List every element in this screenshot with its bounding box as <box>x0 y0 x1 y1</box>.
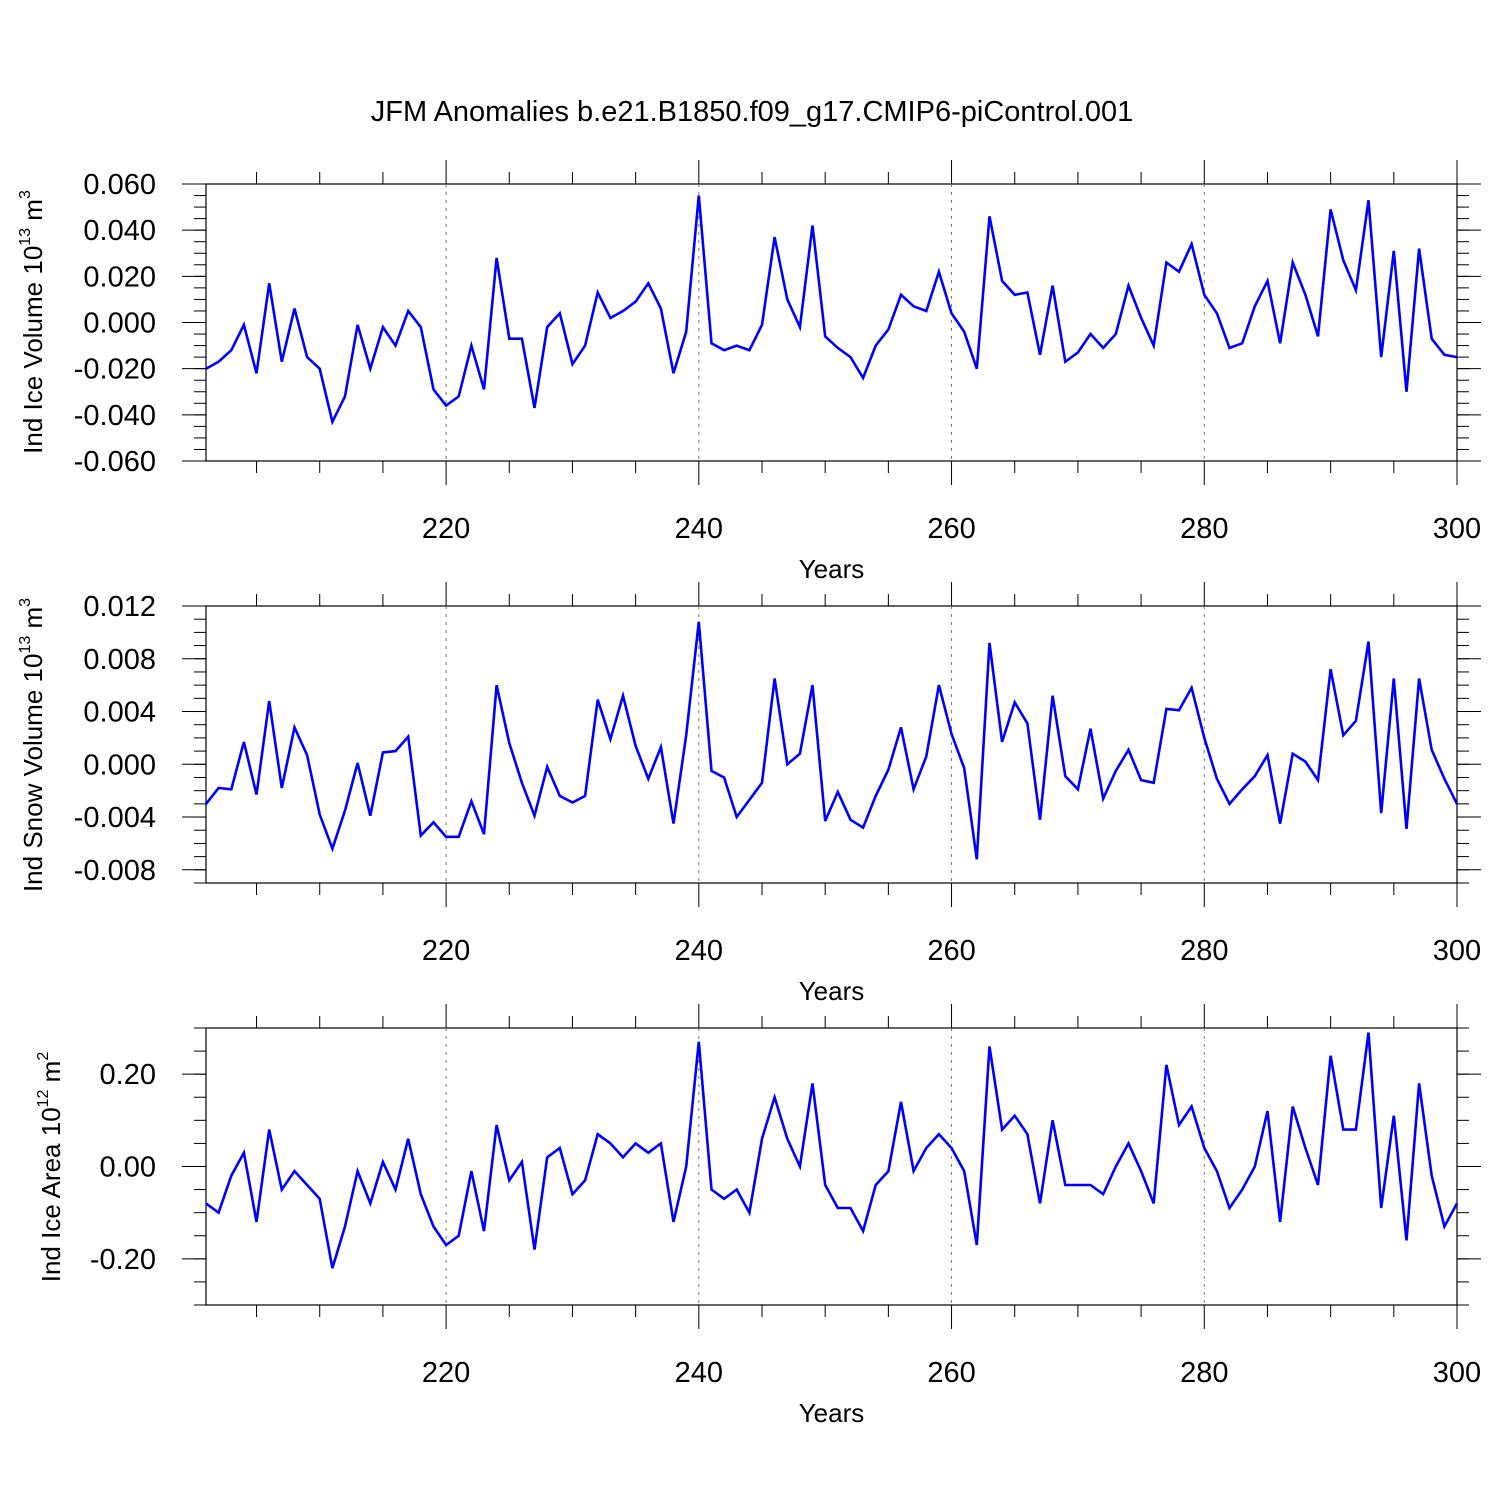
snow-volume-y-tick-label: 0.008 <box>83 644 156 676</box>
ice-volume-x-tick-label: 220 <box>422 513 470 545</box>
ice-volume-y-axis-label: Ind Ice Volume 1013 m3 <box>17 190 48 454</box>
ice-volume-y-tick-label: -0.060 <box>74 446 156 478</box>
figure-title: JFM Anomalies b.e21.B1850.f09_g17.CMIP6-… <box>371 96 1134 128</box>
snow-volume-y-axis-label: Ind Snow Volume 1013 m3 <box>17 598 48 892</box>
ice-area-y-tick-label: 0.00 <box>100 1152 156 1184</box>
ice-volume-y-tick-label: 0.060 <box>83 169 156 201</box>
snow-volume-y-tick-label: -0.004 <box>74 802 156 834</box>
ice-volume-x-tick-label: 240 <box>675 513 723 545</box>
snow-volume-x-tick-label: 240 <box>675 935 723 967</box>
ice-volume-x-tick-label: 300 <box>1433 513 1481 545</box>
ice-volume-frame <box>205 183 1458 462</box>
snow-volume-x-axis-label: Years <box>799 976 865 1006</box>
ice-volume-y-tick-label: -0.040 <box>74 400 156 432</box>
snow-volume-x-tick-label: 260 <box>927 935 975 967</box>
ice-volume-x-tick-label: 260 <box>927 513 975 545</box>
ice-area-x-tick-label: 280 <box>1180 1357 1228 1389</box>
ice-area-y-tick-label: 0.20 <box>100 1059 156 1091</box>
snow-volume-panel: 220 240 260 280 300 -0.008 -0.004 0.000 0.004 0.0… <box>17 582 1481 1006</box>
snow-volume-frame <box>205 605 1458 884</box>
snow-volume-y-tick-label: 0.000 <box>83 749 156 781</box>
ice-volume-x-axis-label: Years <box>799 554 865 584</box>
ice-volume-series-line <box>205 195 1458 426</box>
ice-volume-y-tick-label: 0.020 <box>83 261 156 293</box>
snow-volume-series-line <box>204 621 1459 860</box>
snow-volume-y-tick-label: 0.004 <box>83 697 156 729</box>
ice-area-panel: 220 240 260 280 300 -0.20 0.00 0.20 Years Ind Ice… <box>35 1004 1481 1428</box>
ice-area-x-tick-label: 220 <box>422 1357 470 1389</box>
ice-area-y-tick-label: -0.20 <box>90 1244 156 1276</box>
ice-area-series-line <box>205 1032 1459 1269</box>
ice-area-y-axis-label: Ind Ice Area 1012 m2 <box>35 1052 66 1283</box>
ice-area-frame <box>205 1027 1458 1306</box>
ice-volume-x-tick-label: 280 <box>1180 513 1228 545</box>
snow-volume-x-tick-label: 280 <box>1180 935 1228 967</box>
ice-area-x-axis-label: Years <box>799 1398 865 1428</box>
ice-volume-y-tick-label: 0.040 <box>83 215 156 247</box>
ice-volume-y-tick-label: 0.000 <box>83 308 156 340</box>
ice-area-x-tick-label: 240 <box>675 1357 723 1389</box>
snow-volume-x-tick-label: 300 <box>1433 935 1481 967</box>
ice-volume-y-tick-label: -0.020 <box>74 354 156 386</box>
ice-area-x-tick-label: 300 <box>1433 1357 1481 1389</box>
snow-volume-y-tick-label: -0.008 <box>74 855 156 887</box>
snow-volume-x-tick-label: 220 <box>422 935 470 967</box>
ice-volume-panel: 220 240 260 280 300 -0.060 -0.040 -0.020 0.000 0.… <box>17 160 1481 584</box>
snow-volume-y-tick-label: 0.012 <box>83 591 156 623</box>
ice-area-x-tick-label: 260 <box>927 1357 975 1389</box>
